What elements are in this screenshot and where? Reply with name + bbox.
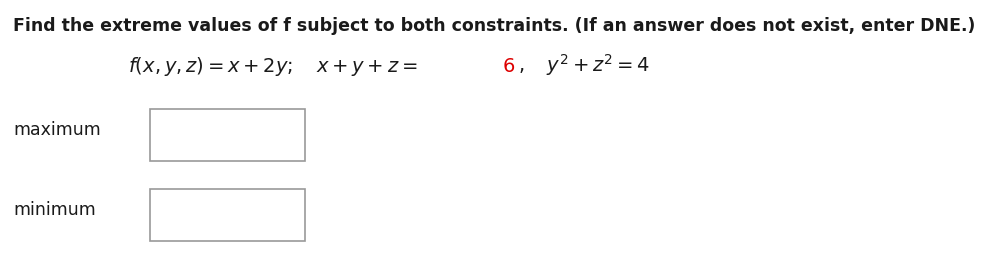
Bar <box>150 109 305 161</box>
Text: $, \quad y^2 + z^2 = 4$: $, \quad y^2 + z^2 = 4$ <box>519 52 651 78</box>
Text: Find the extreme values of f subject to both constraints. (If an answer does not: Find the extreme values of f subject to … <box>13 17 976 35</box>
Bar <box>150 189 305 241</box>
Text: $6$: $6$ <box>501 57 515 76</box>
Text: maximum: maximum <box>13 121 101 139</box>
Text: $f(x, y, z) = x + 2y; \quad x + y + z = $: $f(x, y, z) = x + 2y; \quad x + y + z = … <box>128 55 418 78</box>
Text: minimum: minimum <box>13 201 96 219</box>
